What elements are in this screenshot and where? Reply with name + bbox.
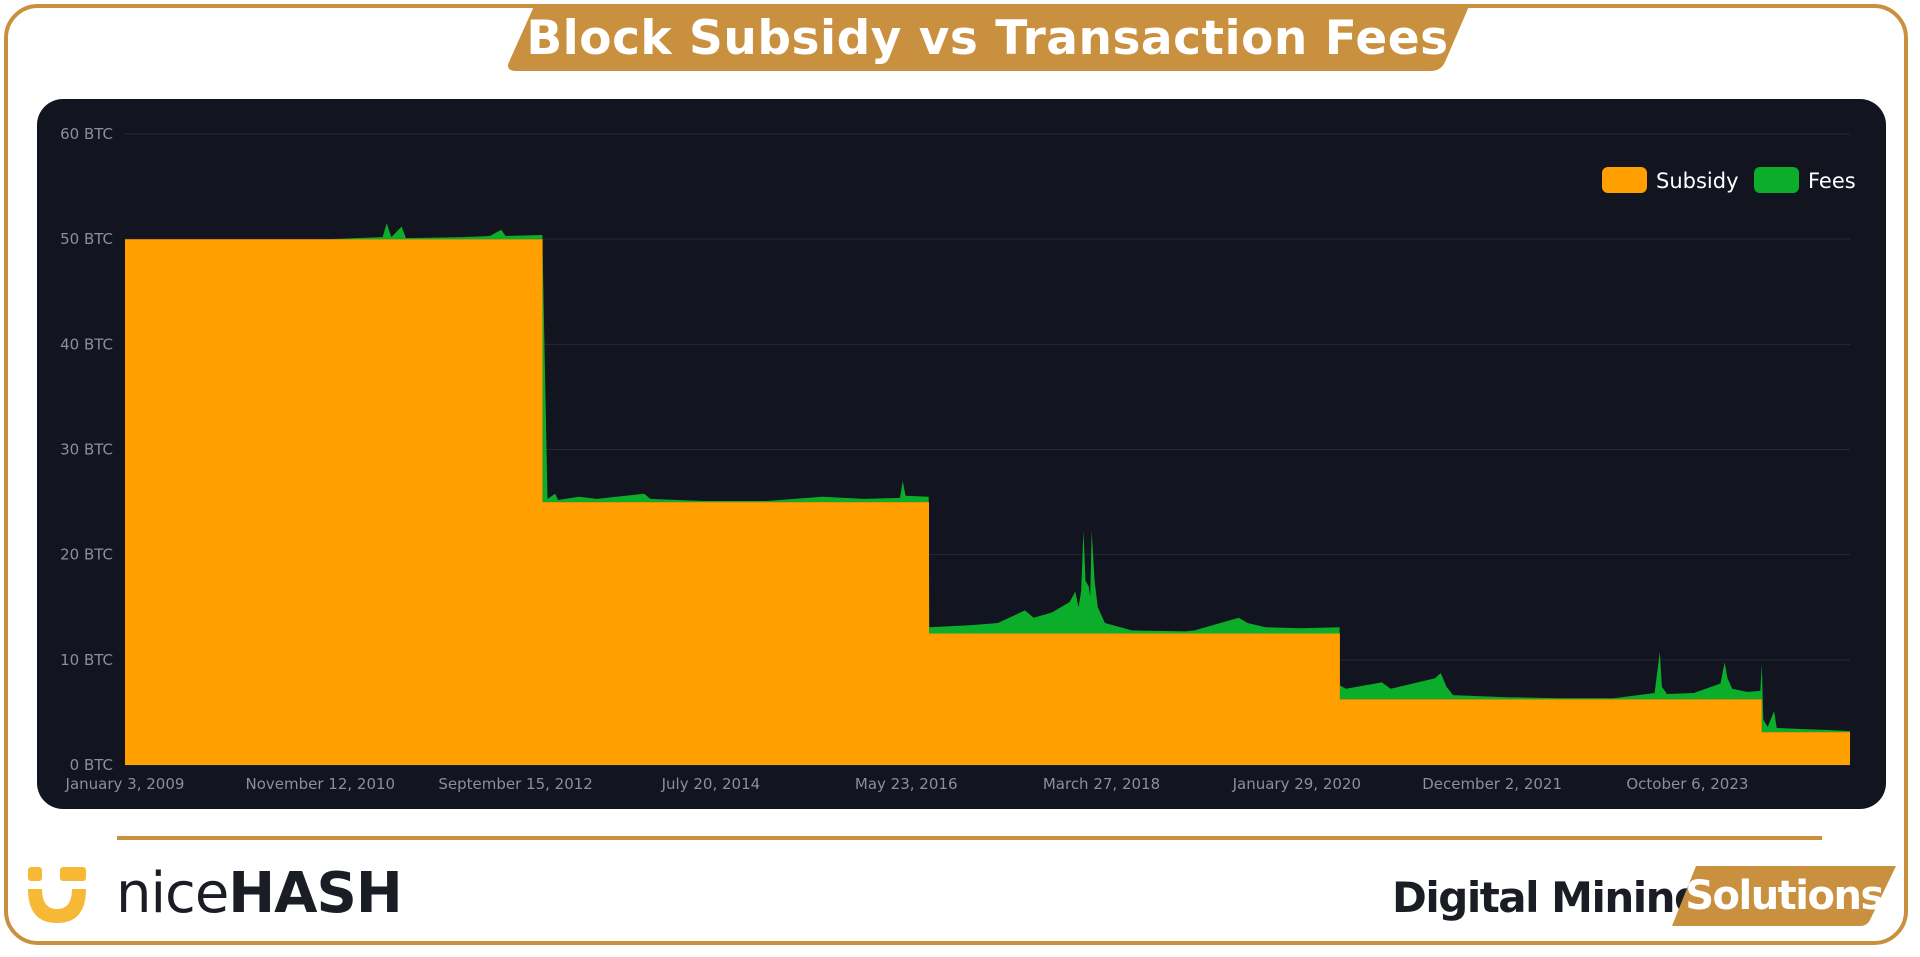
fees-area: [125, 223, 1850, 733]
y-tick-label: 30 BTC: [60, 441, 113, 459]
x-tick-label: July 20, 2014: [661, 775, 761, 793]
dms-wordmark: Digital Mining: [1392, 873, 1704, 922]
x-tick-label: January 29, 2020: [1232, 775, 1361, 793]
x-tick-label: December 2, 2021: [1422, 775, 1562, 793]
x-tick-label: March 27, 2018: [1043, 775, 1160, 793]
chart-panel: 0 BTC 10 BTC 20 BTC 30 BTC 40 BTC 50 BTC 60 BT…: [37, 99, 1886, 809]
dms-tag-text: Solutions: [1685, 873, 1884, 919]
x-axis: January 3, 2009 November 12, 2010 Septembe…: [65, 775, 1749, 793]
title-banner-shape: [508, 4, 1470, 71]
nicehash-wordmark: niceHASH: [116, 861, 403, 926]
title-banner: Block Subsidy vs Transaction Fees: [505, 4, 1470, 71]
nicehash-wordmark-bold: HASH: [228, 861, 402, 926]
x-tick-label: September 15, 2012: [438, 775, 592, 793]
y-tick-label: 60 BTC: [60, 125, 113, 143]
legend-label: Subsidy: [1656, 169, 1739, 193]
chart-legend: Subsidy Fees: [1602, 167, 1856, 193]
nicehash-wordmark-thin: nice: [116, 861, 229, 926]
dms-solutions-tag: Solutions: [1672, 866, 1896, 926]
nicehash-logo: niceHASH: [26, 860, 406, 930]
footer-divider: [117, 836, 1822, 840]
dms-tag-shape: [1672, 866, 1896, 926]
page-title: Block Subsidy vs Transaction Fees: [526, 11, 1449, 66]
digital-mining-solutions-logo: Digital Mining Solutions: [1392, 862, 1896, 932]
legend-swatch: [1754, 167, 1799, 193]
y-tick-label: 20 BTC: [60, 546, 113, 564]
x-tick-label: November 12, 2010: [245, 775, 395, 793]
y-axis: 0 BTC 10 BTC 20 BTC 30 BTC 40 BTC 50 BTC 60 BT…: [60, 125, 113, 774]
y-tick-label: 0 BTC: [70, 756, 113, 774]
y-tick-label: 10 BTC: [60, 651, 113, 669]
x-tick-label: May 23, 2016: [855, 775, 958, 793]
subsidy-area: [125, 239, 1850, 765]
nicehash-mark-icon: [28, 867, 86, 923]
x-tick-label: January 3, 2009: [65, 775, 185, 793]
legend-swatch: [1602, 167, 1647, 193]
y-tick-label: 40 BTC: [60, 335, 113, 353]
y-tick-label: 50 BTC: [60, 230, 113, 248]
legend-label: Fees: [1808, 169, 1856, 193]
x-tick-label: October 6, 2023: [1626, 775, 1748, 793]
chart-areas: [125, 223, 1850, 765]
area-chart: 0 BTC 10 BTC 20 BTC 30 BTC 40 BTC 50 BTC 60 BT…: [60, 125, 1856, 793]
